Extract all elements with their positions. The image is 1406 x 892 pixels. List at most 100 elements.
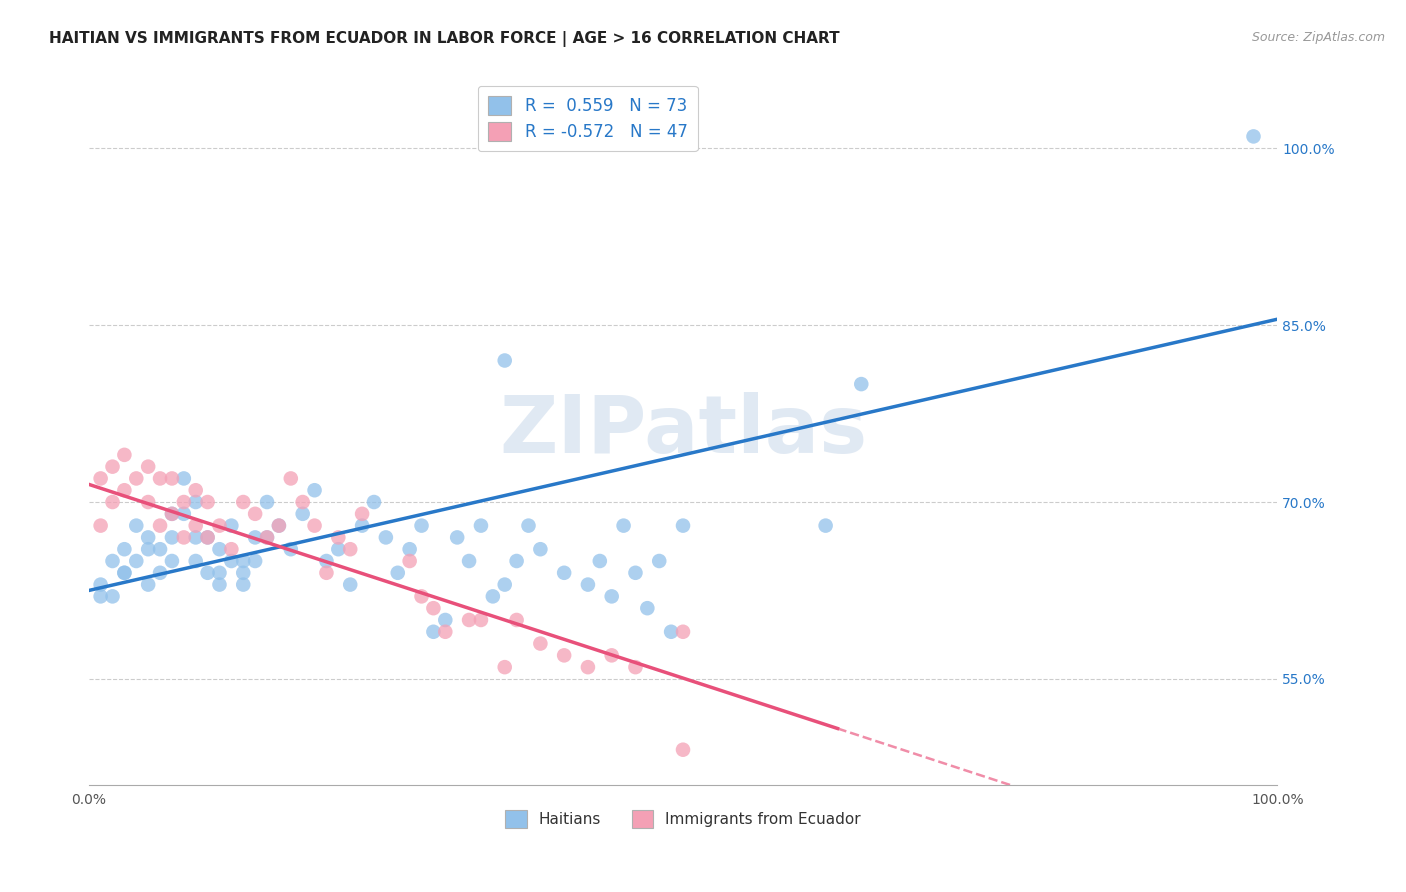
Point xyxy=(352,518,374,533)
Point xyxy=(304,518,326,533)
Point xyxy=(529,636,551,650)
Point xyxy=(208,577,231,591)
Point xyxy=(243,530,266,544)
Point xyxy=(173,471,195,485)
Point xyxy=(482,590,505,604)
Point xyxy=(624,566,647,580)
Point xyxy=(505,613,527,627)
Point xyxy=(352,507,374,521)
Point xyxy=(280,542,302,557)
Point xyxy=(648,554,671,568)
Point xyxy=(280,471,302,485)
Point xyxy=(149,471,172,485)
Point xyxy=(160,507,183,521)
Point xyxy=(458,613,481,627)
Point xyxy=(112,483,135,498)
Text: ZIPatlas: ZIPatlas xyxy=(499,392,868,470)
Point xyxy=(613,518,636,533)
Point xyxy=(505,554,527,568)
Point xyxy=(136,495,159,509)
Point xyxy=(387,566,409,580)
Point xyxy=(659,624,682,639)
Point xyxy=(517,518,540,533)
Point xyxy=(149,542,172,557)
Point xyxy=(398,554,420,568)
Point xyxy=(494,353,516,368)
Point xyxy=(267,518,290,533)
Point xyxy=(101,554,124,568)
Point xyxy=(291,507,314,521)
Point xyxy=(149,566,172,580)
Point xyxy=(197,566,219,580)
Point xyxy=(434,624,457,639)
Point xyxy=(125,471,148,485)
Point xyxy=(328,542,350,557)
Point xyxy=(197,530,219,544)
Point xyxy=(422,601,444,615)
Point xyxy=(446,530,468,544)
Point xyxy=(243,507,266,521)
Point xyxy=(411,590,433,604)
Point xyxy=(173,507,195,521)
Point xyxy=(636,601,658,615)
Point xyxy=(374,530,396,544)
Point xyxy=(221,518,243,533)
Point xyxy=(434,613,457,627)
Point xyxy=(232,554,254,568)
Point xyxy=(672,742,695,756)
Point xyxy=(197,495,219,509)
Point xyxy=(112,542,135,557)
Point xyxy=(470,518,492,533)
Point xyxy=(328,530,350,544)
Point xyxy=(136,530,159,544)
Point xyxy=(600,648,623,663)
Point xyxy=(814,518,837,533)
Point xyxy=(398,542,420,557)
Point xyxy=(160,471,183,485)
Point xyxy=(553,648,575,663)
Point xyxy=(101,590,124,604)
Point xyxy=(576,577,599,591)
Point xyxy=(221,554,243,568)
Point xyxy=(90,577,112,591)
Point xyxy=(136,577,159,591)
Point xyxy=(184,483,207,498)
Point xyxy=(125,518,148,533)
Text: HAITIAN VS IMMIGRANTS FROM ECUADOR IN LABOR FORCE | AGE > 16 CORRELATION CHART: HAITIAN VS IMMIGRANTS FROM ECUADOR IN LA… xyxy=(49,31,839,47)
Point xyxy=(315,554,337,568)
Point xyxy=(494,660,516,674)
Point xyxy=(149,518,172,533)
Point xyxy=(208,518,231,533)
Point xyxy=(197,530,219,544)
Point xyxy=(90,471,112,485)
Point xyxy=(232,566,254,580)
Point xyxy=(470,613,492,627)
Point xyxy=(529,542,551,557)
Point xyxy=(363,495,385,509)
Point xyxy=(125,554,148,568)
Point xyxy=(339,577,361,591)
Point xyxy=(600,590,623,604)
Point xyxy=(494,577,516,591)
Point xyxy=(256,495,278,509)
Point xyxy=(90,590,112,604)
Point xyxy=(160,554,183,568)
Point xyxy=(221,542,243,557)
Point xyxy=(458,554,481,568)
Point xyxy=(232,495,254,509)
Point xyxy=(160,530,183,544)
Text: Source: ZipAtlas.com: Source: ZipAtlas.com xyxy=(1251,31,1385,45)
Point xyxy=(339,542,361,557)
Point xyxy=(1243,129,1265,144)
Point xyxy=(672,624,695,639)
Point xyxy=(267,518,290,533)
Point xyxy=(112,566,135,580)
Point xyxy=(304,483,326,498)
Point xyxy=(256,530,278,544)
Point xyxy=(851,377,873,392)
Point xyxy=(112,566,135,580)
Point xyxy=(184,554,207,568)
Point xyxy=(136,542,159,557)
Point xyxy=(589,554,612,568)
Point xyxy=(90,518,112,533)
